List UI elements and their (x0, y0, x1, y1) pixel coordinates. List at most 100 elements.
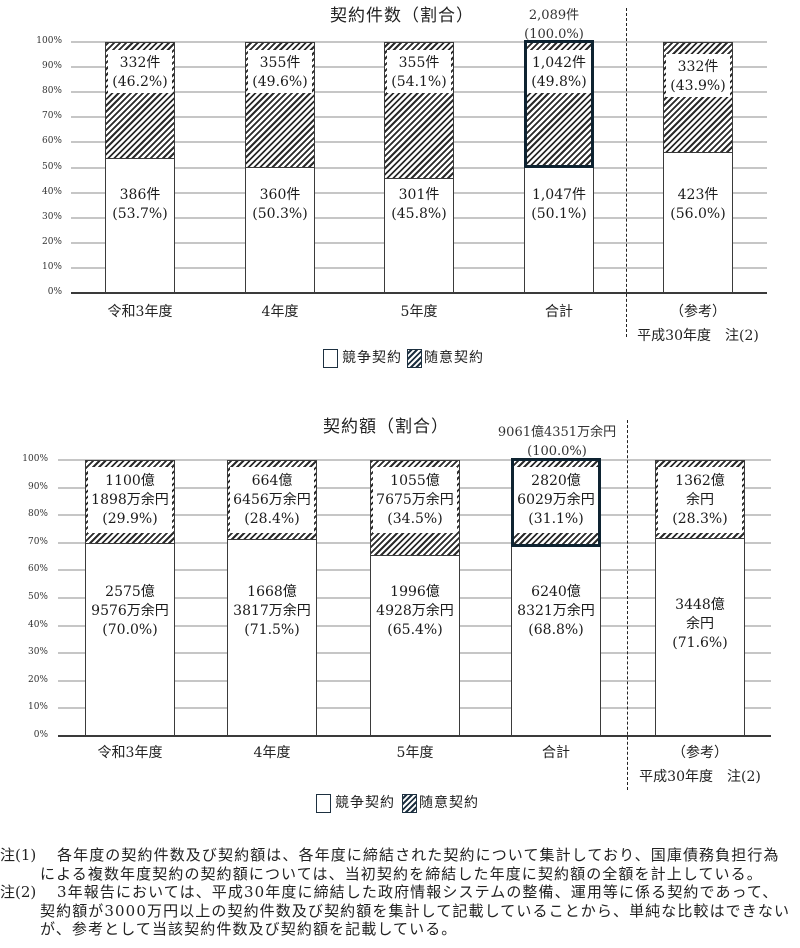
bar-segment-competitive (245, 166, 315, 293)
bar-label-line: (49.6%) (252, 74, 308, 90)
x-category-label: 令和3年度 (50, 300, 230, 324)
total-annotation: 2,089件 (528, 8, 580, 23)
bar-label-line: (50.3%) (252, 206, 308, 222)
bar-label-line: (31.1%) (528, 511, 584, 527)
bar-label-line: (71.6%) (672, 635, 728, 651)
y-tick-label: 80% (27, 509, 48, 520)
y-tick-label: 90% (41, 61, 62, 72)
bar-label-line: (28.4%) (244, 511, 300, 527)
bar-label-discretionary: 664億 6456万余円 (28.4%) (230, 467, 314, 533)
x-category-label-line: 平成30年度 注(2) (639, 769, 761, 785)
bar-label-line: (50.1%) (531, 206, 587, 222)
bar-label-line: 余円 (686, 492, 714, 508)
x-axis-line (71, 292, 767, 294)
bar-label-line: 7675万余円 (376, 492, 454, 508)
bar-label-discretionary: 1,042件 (49.8%) (527, 50, 591, 93)
bar-label-line: 6029万余円 (517, 492, 595, 508)
bar-label-discretionary: 1362億 余円 (28.3%) (658, 467, 742, 533)
bar-label-line: (45.8%) (391, 206, 447, 222)
bar-label-line: 1996億 (390, 584, 440, 600)
x-category-label-line: 4年度 (253, 745, 291, 761)
bar-label-line: (46.2%) (112, 74, 168, 90)
bar-label-competitive: 386件 (53.7%) (105, 186, 175, 224)
total-annotation: (100.0%) (527, 444, 587, 459)
y-tick-label: 90% (27, 481, 48, 492)
bar-label-competitive: 2575億 9576万余円 (70.0%) (85, 583, 175, 640)
bar-label-line: 355件 (259, 55, 301, 71)
bar-label-line: 332件 (119, 55, 161, 71)
bar-segment-competitive (663, 152, 733, 293)
x-category-label-line: 合計 (542, 745, 570, 761)
x-category-label: （参考） 平成30年度 注(2) (610, 741, 790, 789)
x-category-label: 4年度 (190, 300, 370, 324)
bar-label-line: 1,047件 (531, 187, 587, 203)
bar-label-line: 9576万余円 (91, 603, 169, 619)
bar-label-line: (53.7%) (112, 206, 168, 222)
bar-label-competitive: 423件 (56.0%) (663, 186, 733, 224)
bar-label-line: 3448億 (675, 597, 725, 613)
bar-label-competitive: 1,047件 (50.1%) (524, 186, 594, 224)
bar-segment-competitive (655, 538, 745, 736)
y-tick-label: 20% (41, 236, 62, 247)
x-category-label: 合計 (466, 741, 646, 765)
bar-label-line: (71.5%) (244, 622, 300, 638)
chart-title: 契約額（割合） (323, 417, 449, 437)
total-annotation: (100.0%) (524, 27, 584, 42)
x-category-label: 5年度 (325, 741, 505, 765)
bar-label-line: (28.3%) (672, 511, 728, 527)
bar-label-discretionary: 355件 (49.6%) (248, 50, 312, 93)
note-1-label: 注(1) (0, 846, 37, 864)
y-tick-label: 10% (41, 261, 62, 272)
bar-label-line: 664億 (251, 473, 293, 489)
bar-segment-competitive (370, 555, 460, 736)
note-2-line-2: 契約額が3000万円以上の契約件数及び契約額を集計して記載していることから、単純… (40, 901, 791, 920)
bar-label-line: (34.5%) (387, 511, 443, 527)
bar-label-line: 386件 (119, 187, 161, 203)
bar-segment-competitive (227, 538, 317, 736)
note-2-line-1: 3年報告においては、平成30年度に締結した政府情報システムの整備、運用等に係る契… (57, 883, 779, 901)
bar-label-competitive: 360件 (50.3%) (245, 186, 315, 224)
bar-label-line: 2820億 (531, 473, 581, 489)
y-tick-label: 40% (27, 619, 48, 630)
y-tick-label: 0% (33, 730, 48, 740)
bar-label-line: (65.4%) (387, 622, 443, 638)
bar-label-line: (29.9%) (102, 511, 158, 527)
y-tick-label: 50% (27, 592, 48, 602)
y-tick-label: 20% (27, 674, 48, 685)
note-1-line-1: 各年度の契約件数及び契約額は、各年度に締結された契約について集計しており、国庫債… (57, 846, 780, 864)
x-category-label-line: 令和3年度 (107, 304, 173, 320)
bar-label-line: 余円 (686, 616, 714, 632)
bar-label-line: 8321万余円 (517, 603, 595, 619)
chart-contract-amount: 契約額（割合） 100% 90% 80% 70% 60% 50% 40% 30% 20% 10% 0%… (22, 417, 790, 813)
bar-label-line: (49.8%) (531, 74, 587, 90)
x-category-label: 5年度 (329, 300, 509, 324)
bar-label-line: (68.8%) (528, 622, 584, 638)
y-tick-label: 100% (22, 454, 48, 464)
legend-swatch-discretionary (407, 349, 422, 368)
bar-label-discretionary: 355件 (54.1%) (387, 50, 451, 93)
y-tick-label: 10% (27, 702, 48, 713)
bar-label-line: 3817万余円 (233, 603, 311, 619)
bar-segment-competitive (511, 546, 601, 736)
bar-label-line: 332件 (677, 59, 719, 75)
x-category-label-line: 令和3年度 (97, 745, 163, 761)
legend-label-discretionary: 随意契約 (419, 795, 479, 811)
note-1-line-2: による複数年度契約の契約額については、当初契約を締結した年度に契約額の全額を計上… (40, 864, 763, 883)
chart-contract-count: 契約件数（割合） 100% 90% 80% 70% 60% 50% 40% 30% 20% 10% 0… (0, 0, 800, 380)
chart-title: 契約件数（割合） (330, 6, 474, 26)
x-category-label-line: 5年度 (400, 304, 438, 320)
bar-label-line: 1055億 (390, 473, 440, 489)
legend-label-competitive: 競争契約 (342, 350, 402, 366)
x-category-label: （参考） 平成30年度 注(2) (608, 300, 788, 348)
bar-label-discretionary: 1055億 7675万余円 (34.5%) (373, 467, 457, 533)
x-category-label-line: 4年度 (261, 304, 299, 320)
x-category-label: 4年度 (182, 741, 362, 765)
y-tick-label: 40% (41, 186, 62, 197)
bar-segment-competitive (384, 178, 454, 293)
reference-separator-line (627, 420, 628, 790)
y-tick-label: 70% (41, 111, 62, 122)
bar-label-discretionary: 2820億 6029万余円 (31.1%) (514, 467, 598, 533)
bar-label-discretionary: 332件 (43.9%) (666, 54, 730, 97)
x-category-label-line: 5年度 (396, 745, 434, 761)
x-category-label-line: （参考） (672, 745, 728, 761)
